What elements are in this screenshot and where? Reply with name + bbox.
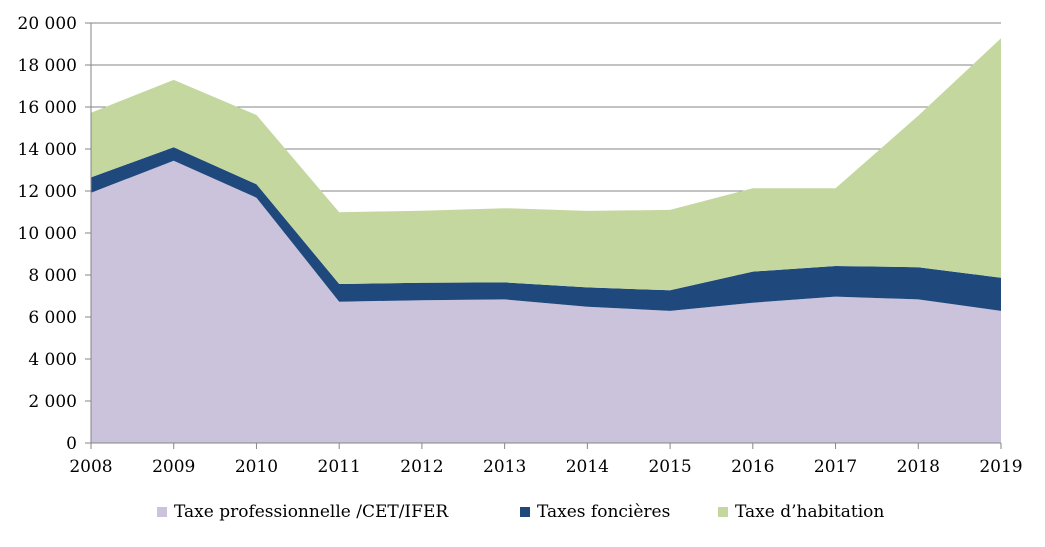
legend: Taxe professionnelle /CET/IFER Taxes fon…: [0, 502, 1045, 530]
x-tick-label-2008: 2008: [69, 457, 112, 477]
y-tick-label-10000: 10 000: [18, 224, 77, 244]
x-tick-label-2017: 2017: [814, 457, 857, 477]
y-tick-label-8000: 8 000: [28, 266, 77, 286]
y-tick-label-4000: 4 000: [28, 350, 77, 370]
x-tick-label-2015: 2015: [648, 457, 691, 477]
y-tick-label-2000: 2 000: [28, 392, 77, 412]
legend-label-taxes-foncieres: Taxes foncières: [537, 502, 671, 522]
legend-swatch-taxe-habitation: [718, 507, 728, 517]
x-tick-label-2011: 2011: [318, 457, 361, 477]
stacked-area-chart: 0 2 000 4 000 6 000 8 000 10 000 12 000 14 000 1…: [18, 14, 1023, 477]
x-tick-label-2018: 2018: [897, 457, 940, 477]
y-axis-ticks: 0 2 000 4 000 6 000 8 000 10 000 12 000 14 000 1…: [18, 14, 91, 454]
y-tick-label-6000: 6 000: [28, 308, 77, 328]
y-tick-label-18000: 18 000: [18, 56, 77, 76]
x-tick-label-2012: 2012: [400, 457, 443, 477]
legend-item-taxes-foncieres: Taxes foncières: [520, 502, 670, 522]
area-series: [91, 38, 1001, 444]
legend-swatch-taxes-foncieres: [520, 507, 530, 517]
y-tick-label-0: 0: [66, 434, 77, 454]
legend-label-taxe-habitation: Taxe d’habitation: [735, 502, 885, 522]
area-taxe-professionnelle-cet-ifer: [91, 160, 1001, 444]
x-tick-label-2016: 2016: [731, 457, 774, 477]
legend-label-taxe-professionnelle: Taxe professionnelle /CET/IFER: [174, 502, 449, 522]
y-tick-label-12000: 12 000: [18, 182, 77, 202]
x-tick-label-2010: 2010: [235, 457, 278, 477]
x-tick-label-2014: 2014: [566, 457, 609, 477]
y-tick-label-14000: 14 000: [18, 140, 77, 160]
legend-item-taxe-habitation: Taxe d’habitation: [718, 502, 884, 522]
area-taxes-foncieres: [91, 147, 1001, 311]
y-tick-label-16000: 16 000: [18, 98, 77, 118]
y-tick-label-20000: 20 000: [18, 14, 77, 34]
x-tick-label-2019: 2019: [979, 457, 1022, 477]
x-axis-ticks: 2008 2009 2010 2011 2012 2013 2014 2015 2016 2017…: [69, 443, 1023, 477]
area-taxe-d-habitation: [91, 38, 1001, 291]
x-tick-label-2013: 2013: [483, 457, 526, 477]
legend-swatch-taxe-professionnelle: [157, 507, 167, 517]
x-tick-label-2009: 2009: [152, 457, 195, 477]
legend-item-taxe-professionnelle: Taxe professionnelle /CET/IFER: [157, 502, 448, 522]
